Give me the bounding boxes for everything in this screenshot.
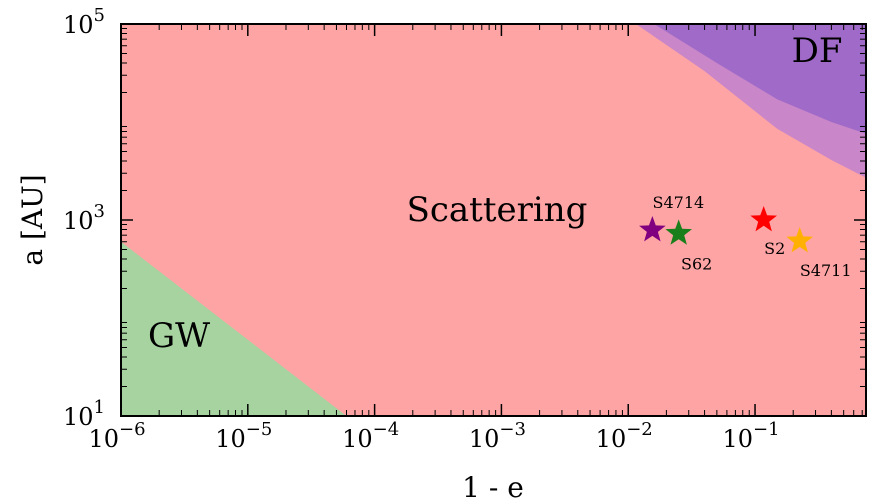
star-label-s4714: S4714 [653, 193, 705, 212]
x-tick-label: 10−3 [469, 419, 526, 453]
x-tick-label: 10−6 [88, 419, 145, 453]
x-tick-label: 10−4 [342, 419, 399, 453]
star-marker-s2 [750, 206, 777, 232]
star-label-s2: S2 [764, 239, 785, 258]
star-label-s4711: S4711 [800, 261, 852, 280]
x-tick-label: 10−5 [215, 419, 272, 453]
region-label-scattering: Scattering [407, 190, 588, 230]
star-marker-s62 [665, 219, 693, 245]
region-gw [121, 241, 347, 416]
star-label-s62: S62 [681, 254, 712, 273]
y-tick-label: 103 [63, 201, 105, 235]
region-label-df: DF [792, 31, 843, 71]
y-tick-label: 101 [63, 397, 105, 431]
region-label-gw: GW [148, 316, 210, 356]
x-tick-label: 10−1 [722, 419, 779, 453]
star-marker-s4714 [639, 216, 666, 242]
y-axis-label: a [AU] [16, 174, 49, 265]
y-tick-label: 105 [63, 5, 105, 39]
star-marker-s4711 [786, 227, 814, 253]
plot-frame [120, 23, 867, 417]
x-axis-label: 1 - e [462, 471, 524, 501]
region-df [654, 24, 866, 134]
x-tick-label: 10−2 [596, 419, 653, 453]
